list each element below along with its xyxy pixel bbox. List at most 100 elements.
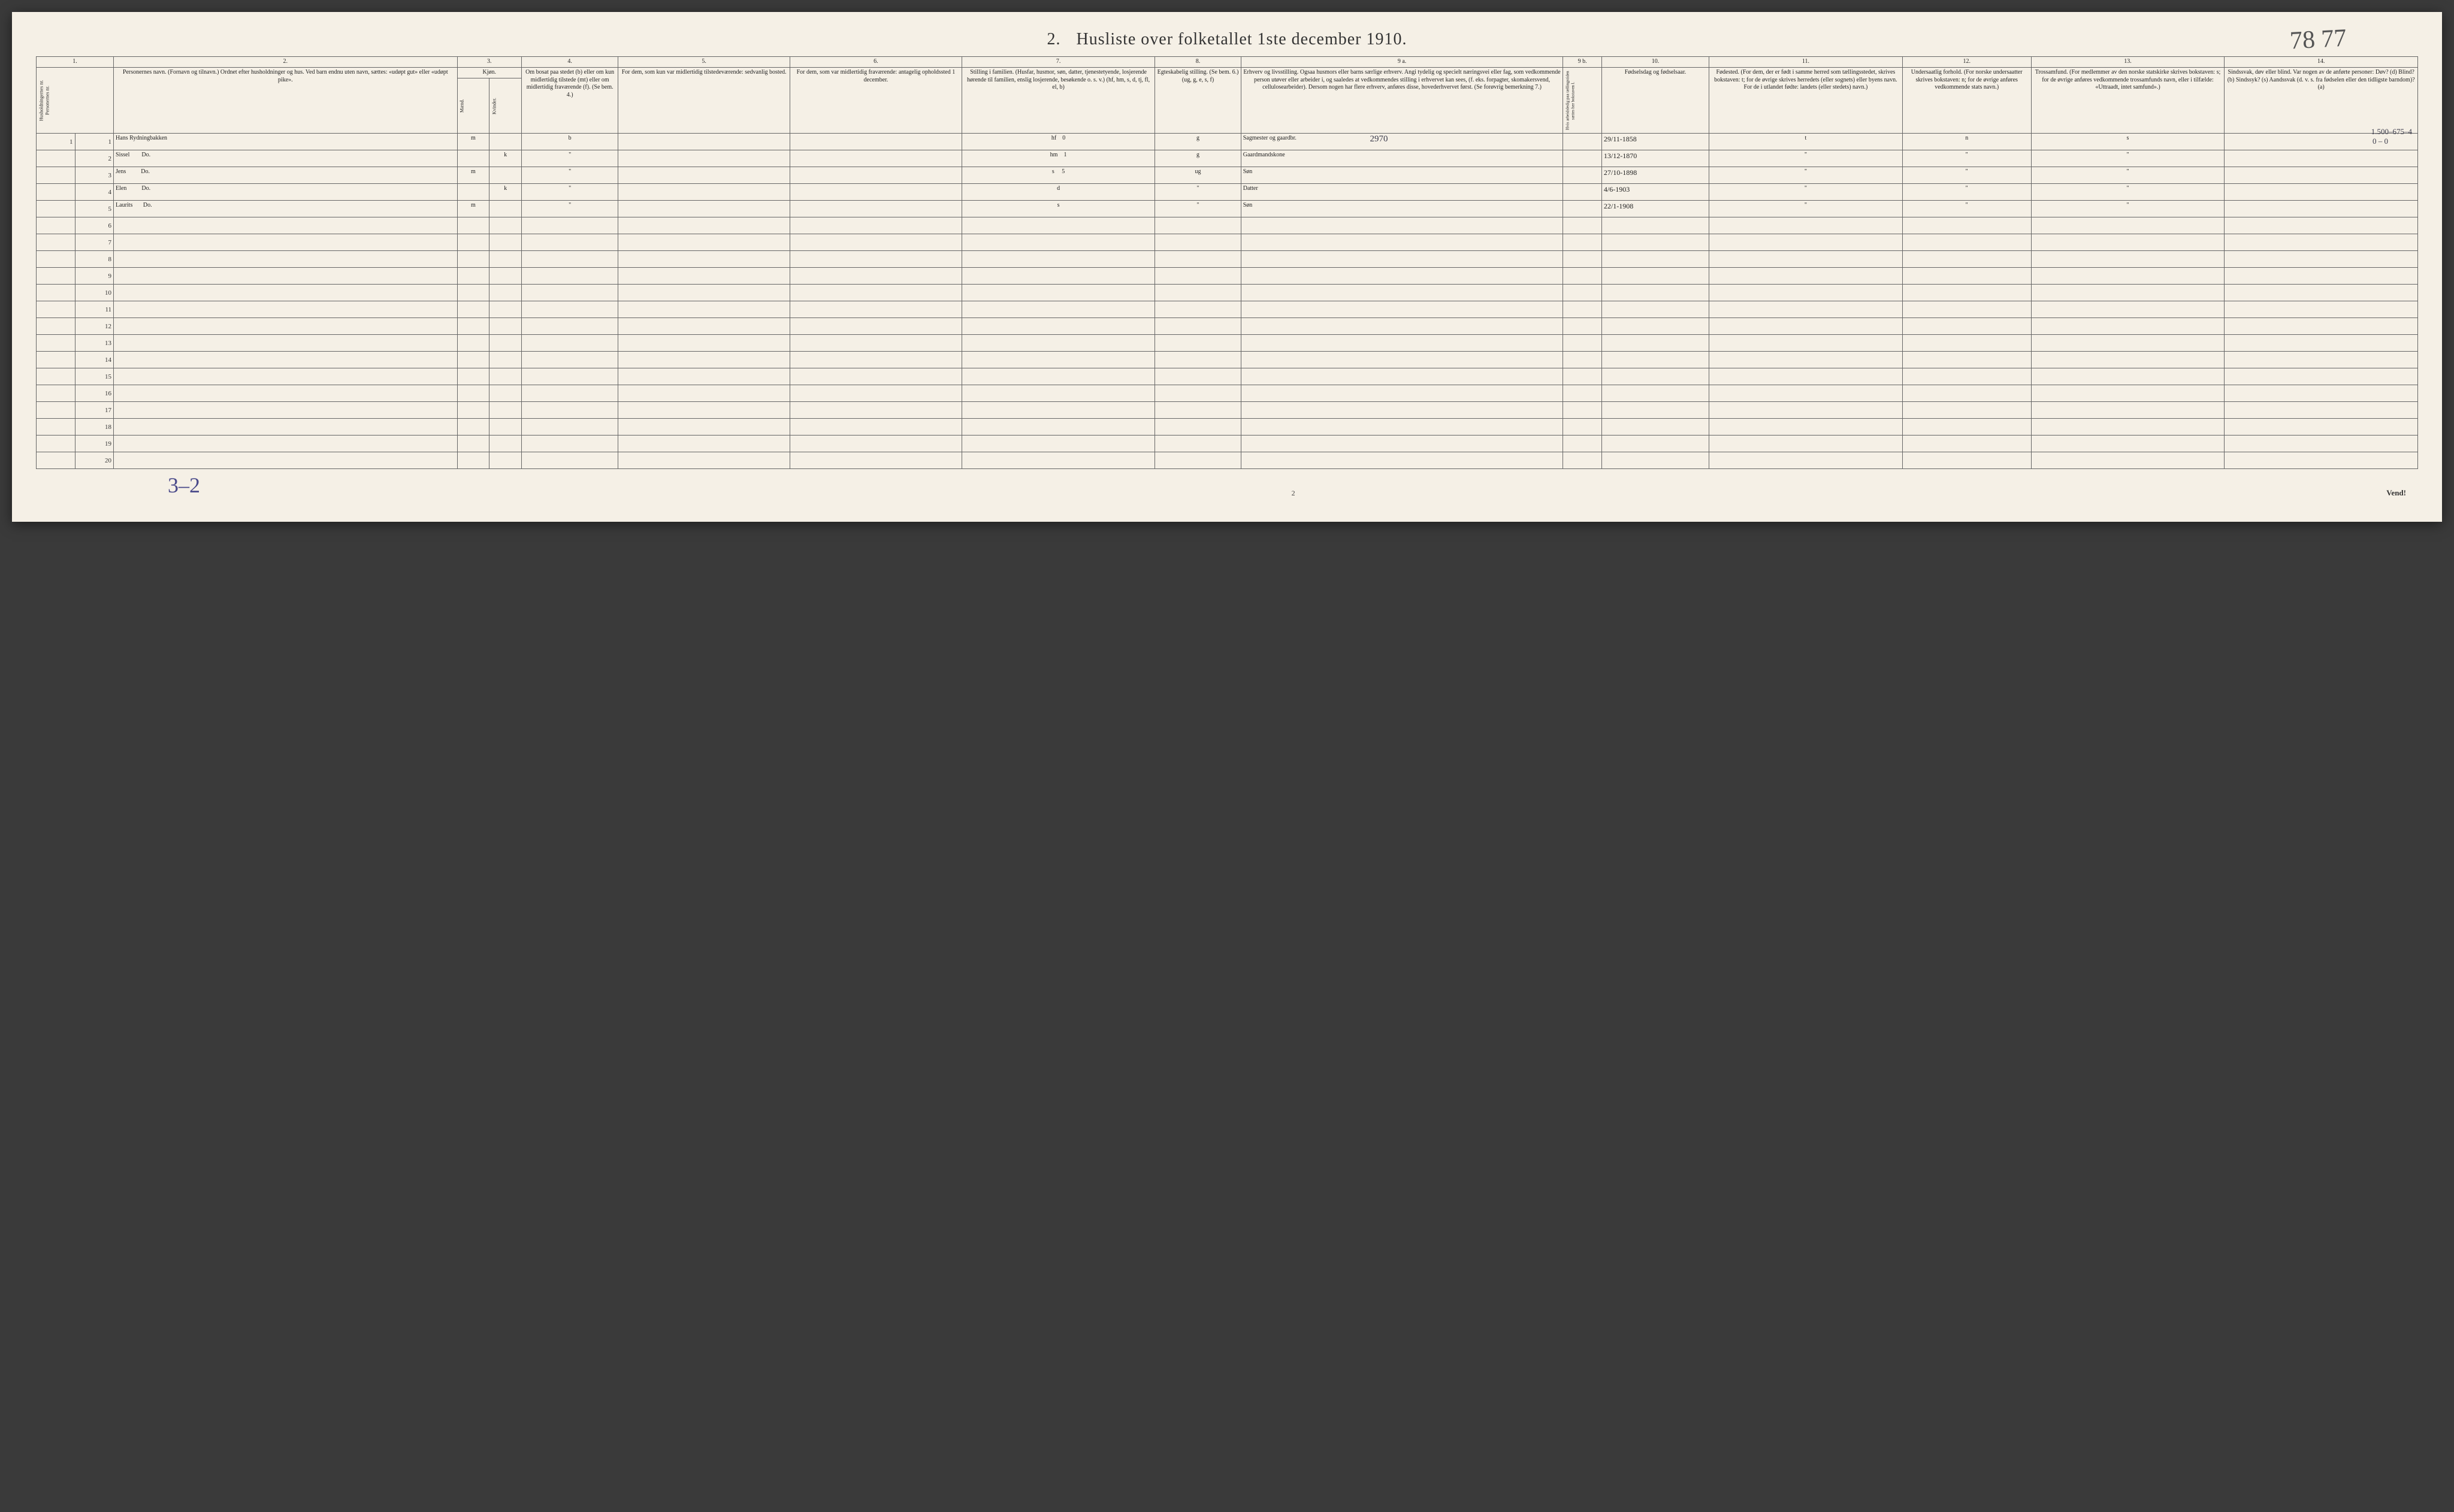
cell-empty [962,251,1155,268]
cell-empty [962,402,1155,419]
cell-empty [618,419,790,436]
cell-empty [790,436,962,452]
table-row: 5Laurits Do.m"s"Søn22/1-1908""" [37,201,2418,217]
hdr-col2: Personernes navn. (Fornavn og tilnavn.) … [114,68,458,134]
cell-empty [522,385,618,402]
cell-sex-m [457,184,489,201]
cell-empty [962,368,1155,385]
cell-empty [1902,318,2031,335]
cell-empty [2225,385,2418,402]
cell-undersaat: " [1902,184,2031,201]
cell-empty [2225,318,2418,335]
cell-empty [1241,301,1563,318]
cell-empty [2031,452,2225,469]
cell-sex-k [489,167,522,184]
cell-col5 [618,150,790,167]
colnum-11: 11. [1709,57,1903,68]
table-row: 4Elen Do.k"d"Datter4/6-1903""" [37,184,2418,201]
table-row-empty: 10 [37,285,2418,301]
table-row: 11Hans Rydningbakkenmbhf 0gSagmester og … [37,134,2418,150]
cell-empty [962,318,1155,335]
cell-empty [1241,385,1563,402]
cell-empty [1601,318,1709,335]
table-row: 3Jens Do.m"s 5ugSøn27/10-1898""" [37,167,2418,184]
cell-person-nr: 2 [75,150,114,167]
hdr-col3-m: Mænd. [457,78,489,134]
cell-empty [962,352,1155,368]
annotation-top-right-2: 0 – 0 [2373,137,2388,146]
cell-empty [522,251,618,268]
cell-col14 [2225,184,2418,201]
cell-sex-m: m [457,167,489,184]
cell-empty [522,452,618,469]
cell-empty [2031,251,2225,268]
cell-empty [114,285,458,301]
cell-col9b [1563,167,1602,184]
cell-empty [2225,402,2418,419]
cell-empty [1155,452,1241,469]
cell-empty [1902,385,2031,402]
cell-empty: 15 [75,368,114,385]
cell-empty [2031,385,2225,402]
cell-col6 [790,134,962,150]
cell-empty [114,234,458,251]
cell-empty [2225,234,2418,251]
cell-empty [1563,234,1602,251]
cell-empty [618,335,790,352]
cell-empty [790,251,962,268]
cell-person-nr: 3 [75,167,114,184]
colnum-9a: 9 a. [1241,57,1563,68]
cell-empty [522,402,618,419]
cell-empty: 16 [75,385,114,402]
hdr-col5: For dem, som kun var midlertidig tilsted… [618,68,790,134]
cell-empty [618,251,790,268]
cell-empty [114,318,458,335]
cell-empty [790,402,962,419]
cell-empty [962,285,1155,301]
table-row-empty: 13 [37,335,2418,352]
cell-empty [1709,318,1903,335]
cell-empty [1601,385,1709,402]
cell-erhverv: Gaardmandskone [1241,150,1563,167]
cell-household-nr: 1 [37,134,75,150]
cell-fodested: " [1709,184,1903,201]
cell-name: Jens Do. [114,167,458,184]
cell-empty [1709,436,1903,452]
cell-empty: 13 [75,335,114,352]
table-row: 2Sissel Do.k"hm 1gGaardmandskone13/12-18… [37,150,2418,167]
cell-empty [1601,301,1709,318]
hdr-col8: Egteskabelig stilling. (Se bem. 6.) (ug,… [1155,68,1241,134]
hdr-col3-k: Kvinder. [489,78,522,134]
cell-empty [522,318,618,335]
cell-empty [457,385,489,402]
cell-empty [790,301,962,318]
cell-empty [522,301,618,318]
cell-empty [1563,368,1602,385]
cell-name: Elen Do. [114,184,458,201]
column-number-row: 1. 2. 3. 4. 5. 6. 7. 8. 9 a. 9 b. 10. 11… [37,57,2418,68]
cell-empty [1563,385,1602,402]
colnum-1: 1. [37,57,114,68]
cell-empty [522,368,618,385]
cell-stilling: d [962,184,1155,201]
cell-fodsel: 4/6-1903 [1601,184,1709,201]
cell-empty [489,419,522,436]
cell-stilling: s [962,201,1155,217]
cell-empty [1902,352,2031,368]
cell-egte: " [1155,201,1241,217]
cell-empty [489,368,522,385]
cell-empty [114,335,458,352]
table-row-empty: 16 [37,385,2418,402]
cell-empty [457,419,489,436]
colnum-14: 14. [2225,57,2418,68]
cell-empty [457,436,489,452]
cell-empty [1155,352,1241,368]
cell-empty [2225,285,2418,301]
cell-empty [2031,335,2225,352]
cell-egte: g [1155,134,1241,150]
header-row: Husholdningernes nr. Personernes nr. Per… [37,68,2418,78]
title-row: 2. Husliste over folketallet 1ste decemb… [36,30,2418,49]
cell-empty [457,402,489,419]
cell-egte: ug [1155,167,1241,184]
cell-empty [962,234,1155,251]
